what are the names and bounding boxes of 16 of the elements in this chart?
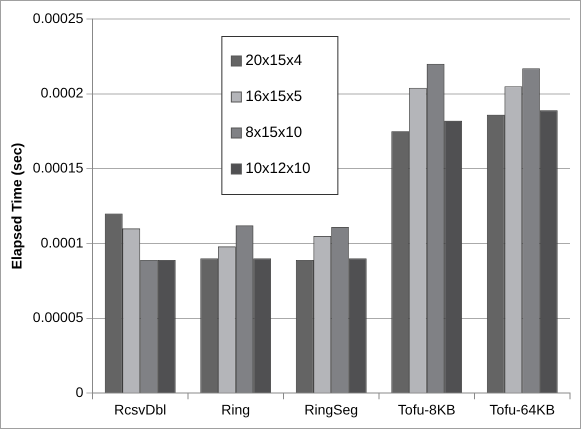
legend-label: 16x15x5 <box>245 88 302 106</box>
legend-label: 8x15x10 <box>245 124 302 142</box>
y-tick-label: 0.0001 <box>40 234 84 250</box>
legend-label: 10x12x10 <box>245 160 310 178</box>
x-tick-label: RcsvDbl <box>114 401 166 418</box>
y-tick-label: 0.0002 <box>40 84 84 101</box>
x-tick-label: RingSeg <box>304 401 358 418</box>
y-tick-label: 0.00025 <box>32 10 84 26</box>
y-tick-label: 0 <box>76 384 84 400</box>
x-tick-label: Ring <box>221 401 250 418</box>
x-tick-label: Tofu-8KB <box>398 401 456 418</box>
y-tick-label: 0.00015 <box>32 160 84 176</box>
y-tick-label: 0.00005 <box>32 309 84 326</box>
x-tick-label: Tofu-64KB <box>490 401 555 418</box>
y-axis-title: Elapsed Time (sec) <box>8 142 24 270</box>
legend-label: 20x15x4 <box>245 52 302 70</box>
